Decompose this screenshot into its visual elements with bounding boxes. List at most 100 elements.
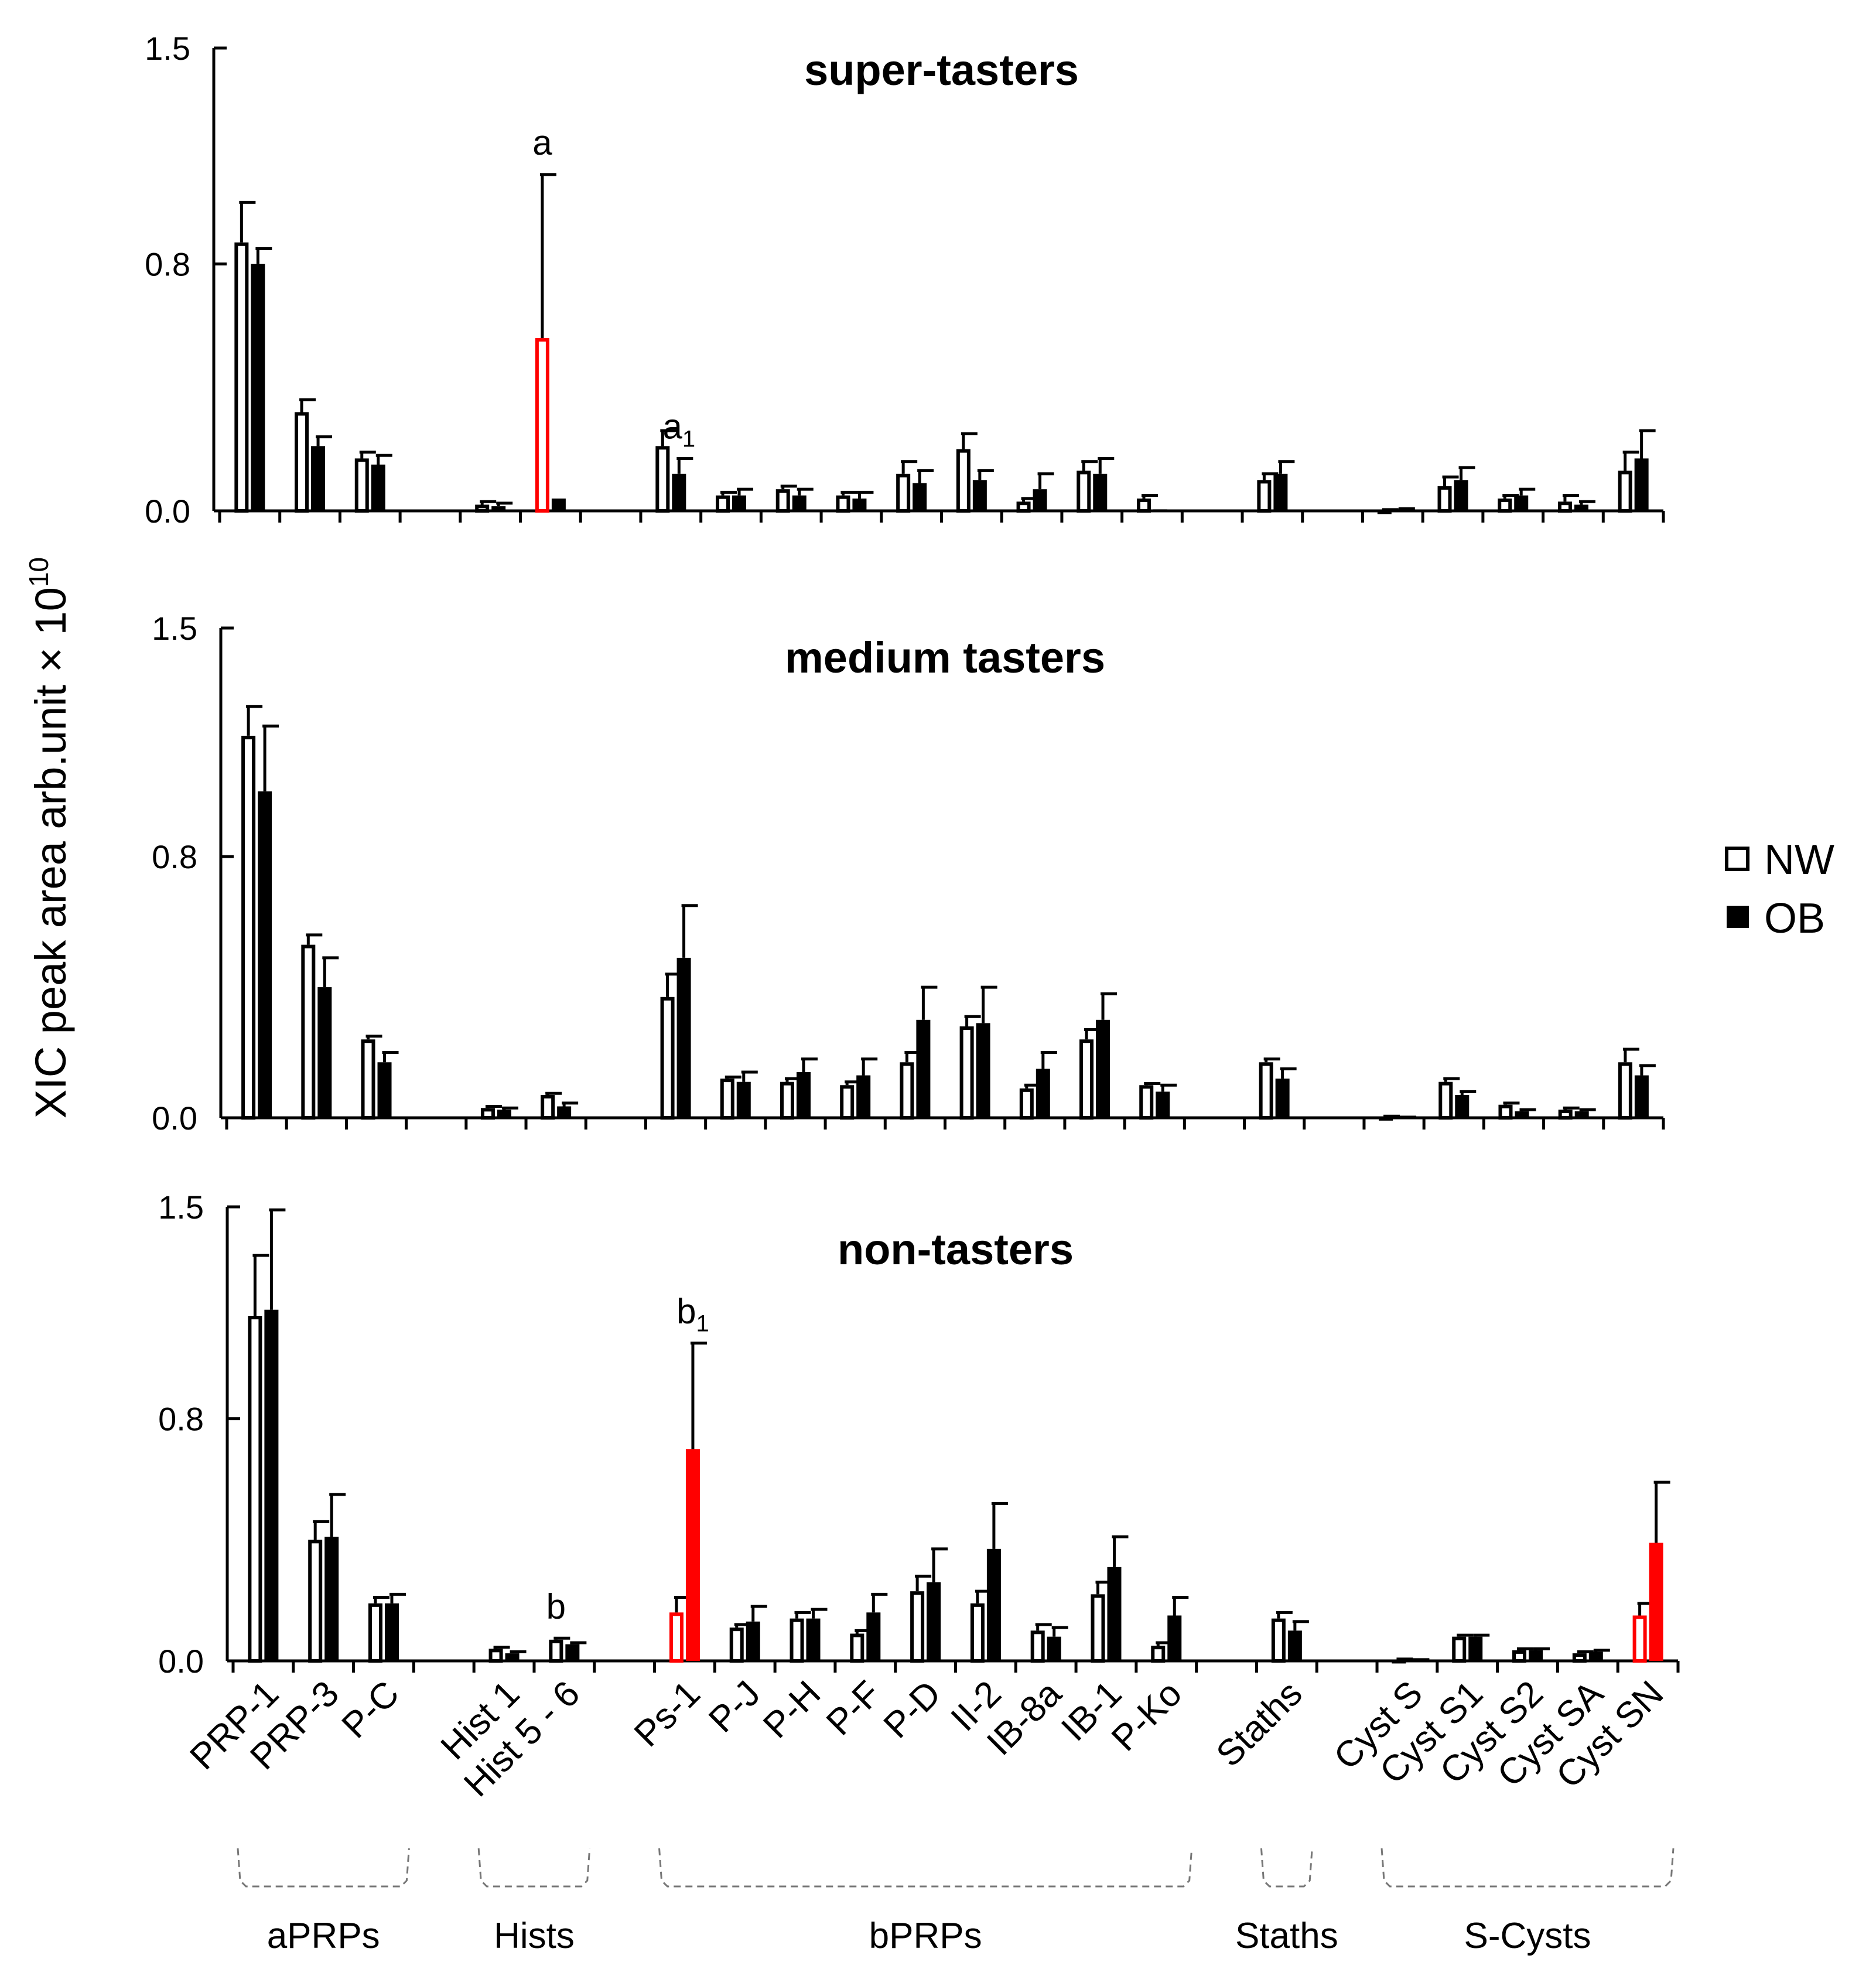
y-tick-label: 0.8 [152, 838, 197, 875]
bar-medium-tasters-cyst-sn-ob [1634, 1075, 1649, 1118]
bar-non-tasters-p-j-ob [746, 1621, 760, 1661]
panel-medium-tasters: medium tasters 0.0 0.8 1.5 [152, 610, 1665, 1137]
panel-title-medium-tasters: medium tasters [785, 633, 1105, 682]
bar-medium-tasters-cyst-s1-nw [1438, 1081, 1453, 1120]
bar-non-tasters-p-ko-ob [1167, 1615, 1182, 1661]
group-label-s-cysts: S-Cysts [1464, 1916, 1591, 1956]
legend-label-ob: OB [1764, 895, 1825, 942]
bar-medium-tasters-prp-1-ob [258, 791, 272, 1118]
x-category-label-ps-1: Ps-1 [627, 1673, 708, 1755]
bar-super-tasters-prp-3-ob [311, 446, 326, 511]
bar-non-tasters-cyst-s-nw [1392, 1659, 1406, 1664]
bar-non-tasters-ib-1-ob [1107, 1567, 1122, 1661]
bar-non-tasters-p-h-ob [806, 1618, 821, 1661]
bar-medium-tasters-p-d-nw [900, 1062, 914, 1120]
bar-non-tasters-cyst-sn-ob [1649, 1543, 1663, 1661]
y-tick-label: 1.5 [158, 1189, 204, 1226]
group-label-aprps: aPRPs [267, 1916, 380, 1956]
bar-super-tasters-ii-2-ob [972, 480, 987, 511]
bar-non-tasters-prp-1-nw [248, 1316, 262, 1663]
bar-medium-tasters-p-h-ob [796, 1072, 811, 1118]
significance-annotation: a1 [663, 407, 696, 452]
y-axis-label: XIC peak area arb.unit × 1010 [23, 557, 75, 1118]
bar-non-tasters-cyst-s1-ob [1468, 1636, 1483, 1661]
annotation-subscript: 1 [696, 1311, 709, 1337]
bar-super-tasters-p-ko-nw [1136, 498, 1151, 513]
bar-non-tasters-staths-ob [1287, 1630, 1302, 1661]
bar-super-tasters-cyst-s2-ob [1514, 495, 1529, 511]
x-category-label-p-j: P-J [701, 1673, 768, 1741]
bar-non-tasters-p-j-nw [729, 1627, 744, 1663]
bar-medium-tasters-p-j-ob [736, 1081, 751, 1118]
bar-super-tasters-cyst-s2-nw [1498, 498, 1512, 513]
bar-medium-tasters-cyst-sa-ob [1574, 1111, 1589, 1118]
bar-medium-tasters-p-j-nw [720, 1079, 734, 1120]
panel-super-tasters: super-tasters 0.0 0.8 1.5 a a1 [145, 30, 1665, 530]
significance-annotation: b1 [676, 1292, 709, 1337]
bar-medium-tasters-hist-5-6-nw [541, 1094, 555, 1120]
bar-super-tasters-p-h-nw [775, 489, 790, 513]
bar-non-tasters-ib-8a-ob [1047, 1636, 1061, 1661]
bar-medium-tasters-p-h-nw [780, 1081, 794, 1120]
bar-medium-tasters-p-c-ob [377, 1062, 392, 1118]
x-category-label-p-d: P-D [876, 1673, 949, 1746]
bar-super-tasters-ps-1-ob [672, 473, 686, 511]
bar-non-tasters-prp-3-ob [324, 1537, 339, 1661]
bar-super-tasters-ib-8a-ob [1033, 489, 1047, 511]
bar-super-tasters-p-j-nw [716, 495, 730, 513]
y-axis-label-text: XIC peak area arb.unit × 10 [26, 587, 75, 1118]
bar-non-tasters-prp-1-ob [264, 1309, 279, 1661]
group-bracket-staths [1260, 1848, 1313, 1888]
bar-super-tasters-hist-5-6-nw [535, 338, 549, 513]
bar-non-tasters-cyst-sa-ob [1588, 1652, 1603, 1661]
bar-medium-tasters-p-f-nw [840, 1085, 855, 1120]
bar-non-tasters-ps-1-ob [685, 1449, 700, 1661]
bar-super-tasters-hist-1-nw [475, 504, 490, 513]
bar-non-tasters-ib-8a-nw [1030, 1630, 1045, 1663]
panel-title-non-tasters: non-tasters [838, 1225, 1074, 1274]
bar-non-tasters-hist-1-nw [488, 1649, 503, 1663]
bar-super-tasters-p-f-nw [836, 495, 850, 513]
bar-medium-tasters-hist-5-6-ob [557, 1106, 572, 1118]
bar-medium-tasters-ib-1-nw [1079, 1039, 1094, 1120]
bar-super-tasters-p-h-ob [792, 495, 807, 511]
bar-non-tasters-p-f-ob [866, 1612, 881, 1661]
bar-medium-tasters-ib-1-ob [1096, 1019, 1110, 1118]
y-tick-label: 0.0 [158, 1643, 204, 1680]
bar-super-tasters-hist-1-ob [491, 506, 506, 511]
bar-non-tasters-ii-2-nw [970, 1603, 985, 1663]
group-label-hists: Hists [494, 1916, 575, 1956]
bar-medium-tasters-p-d-ob [916, 1019, 931, 1118]
bar-medium-tasters-ii-2-ob [976, 1023, 990, 1118]
bar-medium-tasters-cyst-sn-nw [1618, 1062, 1632, 1120]
group-bracket-hists [477, 1848, 591, 1888]
bar-medium-tasters-prp-3-nw [301, 944, 316, 1120]
group-bracket-aprps [237, 1848, 410, 1888]
bar-non-tasters-p-c-nw [368, 1603, 382, 1663]
bar-super-tasters-ii-2-nw [956, 449, 971, 513]
panels: super-tasters 0.0 0.8 1.5 a a1 medium tasters 0… [145, 30, 1680, 1680]
bar-non-tasters-p-h-nw [790, 1618, 804, 1663]
bar-super-tasters-p-j-ob [732, 495, 747, 511]
bar-super-tasters-cyst-s1-nw [1437, 486, 1452, 513]
bar-super-tasters-p-d-nw [896, 473, 911, 513]
panel-title-super-tasters: super-tasters [804, 46, 1079, 94]
bar-non-tasters-cyst-s2-ob [1529, 1650, 1543, 1661]
bar-medium-tasters-staths-nw [1259, 1062, 1273, 1120]
x-category-label-p-ko: P-Ko [1104, 1673, 1190, 1759]
bar-non-tasters-cyst-sa-nw [1572, 1653, 1587, 1663]
x-category-label-p-h: P-H [756, 1673, 828, 1746]
group-label-staths: Staths [1235, 1916, 1338, 1956]
legend-label-nw: NW [1764, 837, 1834, 883]
legend: NW OB [1725, 837, 1834, 942]
bar-super-tasters-cyst-s-nw [1377, 510, 1392, 514]
y-tick-label: 1.5 [152, 610, 197, 647]
bar-medium-tasters-p-ko-ob [1156, 1091, 1170, 1118]
x-category-label-p-f: P-F [819, 1673, 889, 1743]
bar-super-tasters-staths-ob [1273, 473, 1288, 511]
bar-non-tasters-hist-5-6-nw [549, 1639, 563, 1663]
bar-super-tasters-prp-3-nw [295, 412, 309, 513]
bar-non-tasters-p-d-ob [927, 1582, 941, 1661]
